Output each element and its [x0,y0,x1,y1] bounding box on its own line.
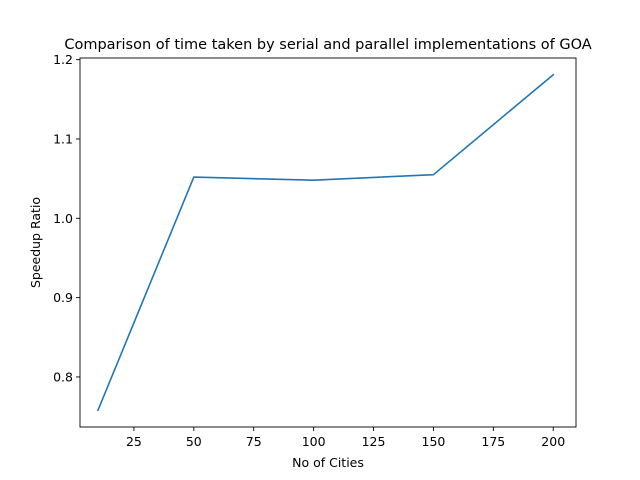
plot-area [79,57,577,428]
x-tick-label: 25 [126,434,142,449]
x-tick-label: 75 [246,434,262,449]
y-tick-label: 1.0 [53,211,73,226]
x-tick-label: 125 [362,434,386,449]
series-layer [96,73,555,412]
x-axis-label: No of Cities [292,455,364,470]
y-tick-label: 0.8 [53,369,73,384]
y-tick-label: 1.2 [53,52,73,67]
x-tick-label: 175 [481,434,505,449]
chart-title: Comparison of time taken by serial and p… [64,37,591,53]
x-tick-label: 100 [302,434,326,449]
x-tick-label: 200 [541,434,565,449]
y-axis-ticks: 0.8 0.9 1.0 1.1 1.2 [53,52,80,384]
x-tick-label: 50 [186,434,202,449]
y-tick-label: 1.1 [53,131,73,146]
series-line-0 [96,73,555,412]
x-tick-label: 150 [422,434,446,449]
y-axis-label: Speedup Ratio [28,197,43,288]
y-tick-label: 0.9 [53,290,73,305]
x-axis-ticks: 25 50 75 100 125 150 175 200 [126,427,565,449]
